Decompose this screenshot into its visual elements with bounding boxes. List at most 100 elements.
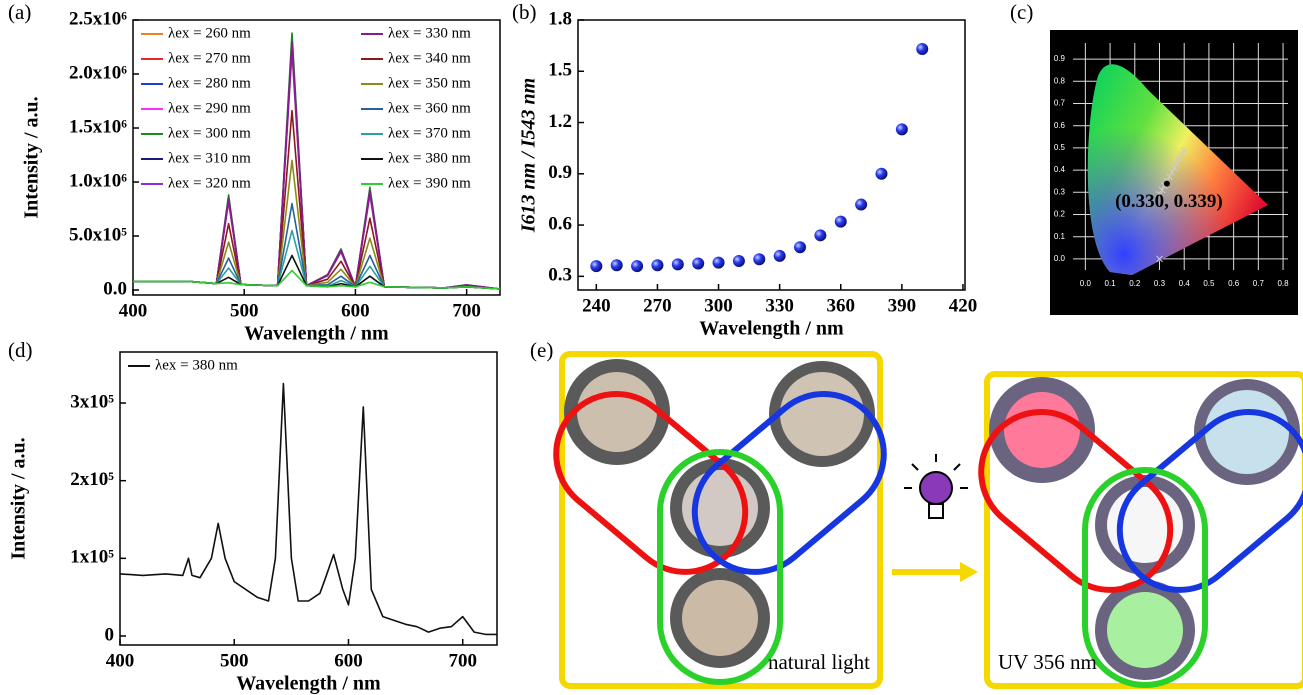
series-line: [133, 269, 501, 290]
x-tick-label: 0.8: [1277, 279, 1289, 288]
x-tick-label: 330: [765, 295, 794, 316]
cross: [1180, 146, 1188, 154]
y-tick-label: 2.0x10⁶: [69, 62, 127, 83]
group-red: [978, 409, 1174, 593]
point: [773, 249, 786, 262]
legend-label: λex = 290 nm: [168, 100, 251, 116]
point: [814, 229, 827, 242]
point: [753, 253, 766, 266]
cross: [1158, 186, 1166, 194]
powder: [1004, 392, 1080, 468]
lamp-base: [928, 503, 944, 519]
cross: [1173, 160, 1181, 167]
y-tick-label: 2.5x10⁶: [69, 8, 127, 29]
point: [590, 260, 603, 273]
x-tick-label: 360: [827, 295, 856, 316]
series-line: [133, 202, 501, 290]
y-axis-label: Intensity / a.u.: [21, 96, 43, 218]
point: [855, 198, 868, 211]
x-tick-label: 700: [452, 300, 481, 321]
y-tick-label: 0.4: [1054, 165, 1066, 174]
legend-label: λex = 330 nm: [388, 25, 471, 41]
x-tick-label: 0.6: [1228, 279, 1240, 288]
x-tick-label: 270: [643, 295, 672, 316]
y-tick-label: 0.1: [1054, 232, 1066, 241]
cross: [1156, 191, 1163, 198]
legend-label: λex = 310 nm: [168, 150, 251, 166]
cross: [1168, 168, 1176, 176]
y-tick-label: 0.0: [103, 278, 127, 299]
caption: UV 356 nm: [998, 650, 1097, 674]
y-tick-label: 0.7: [1054, 99, 1066, 108]
legend-label: λex = 370 nm: [388, 125, 471, 141]
point: [671, 258, 684, 271]
point: [875, 167, 888, 180]
y-tick-label: 0.9: [548, 162, 572, 183]
cross: [1156, 255, 1163, 263]
uv-lamp: [919, 471, 953, 505]
group-green: [657, 449, 783, 685]
panel-label: (b): [512, 0, 537, 24]
y-tick-label: 0.9: [1054, 54, 1066, 63]
cross: [1178, 151, 1186, 158]
point: [916, 43, 929, 56]
axes-frame: [119, 351, 498, 646]
group-blue: [1116, 409, 1303, 593]
legend-label: λex = 280 nm: [168, 75, 251, 91]
x-tick-label: 0.0: [1080, 279, 1092, 288]
y-tick-label: 5.0x10⁵: [69, 224, 127, 245]
point: [895, 123, 908, 136]
y-axis-label: I613 nm / I543 nm: [518, 78, 540, 233]
x-tick-label: 700: [448, 650, 477, 671]
legend-label: λex = 320 nm: [168, 175, 251, 191]
point: [712, 256, 725, 269]
point: [651, 259, 664, 272]
x-tick-label: 300: [704, 295, 733, 316]
legend-label: λex = 360 nm: [388, 100, 471, 116]
powder: [780, 372, 864, 456]
y-tick-label: 0.5: [1054, 143, 1066, 152]
y-tick-label: 3x10⁵: [70, 391, 114, 412]
axes-frame: [132, 19, 501, 296]
y-tick-label: 0.8: [1054, 76, 1066, 85]
legend-label: λex = 260 nm: [168, 25, 251, 41]
point: [732, 254, 745, 267]
x-tick-label: 0.1: [1105, 279, 1117, 288]
legend-label: λex = 390 nm: [388, 175, 471, 191]
legend-label: λex = 340 nm: [388, 50, 471, 66]
y-tick-label: 0.3: [548, 265, 572, 286]
point: [794, 241, 807, 254]
y-tick-label: 0: [105, 624, 115, 645]
x-axis-label: Wavelength / nm: [699, 318, 844, 340]
x-axis-label: Wavelength / nm: [236, 673, 381, 695]
point: [834, 215, 847, 228]
y-tick-label: 1.8: [548, 8, 572, 29]
y-tick-label: 1.5x10⁶: [69, 116, 127, 137]
cie-blue: [1087, 64, 1268, 276]
legend-label: λex = 380 nm: [388, 150, 471, 166]
highlight-point: [1163, 180, 1170, 187]
panel-label: (a): [8, 0, 31, 24]
powder: [577, 372, 657, 452]
powder: [682, 580, 758, 656]
x-tick-label: 400: [119, 300, 148, 321]
x-tick-label: 600: [334, 650, 363, 671]
y-tick-label: 2x10⁵: [70, 469, 114, 490]
legend-label: λex = 380 nm: [155, 357, 238, 373]
panel-label: (d): [8, 338, 33, 362]
powder: [1107, 592, 1183, 668]
y-tick-label: 1x10⁵: [70, 547, 114, 568]
caption: natural light: [768, 650, 870, 674]
x-tick-label: 400: [106, 650, 135, 671]
y-tick-label: 1.2: [548, 111, 572, 132]
panel-label: (e): [530, 338, 553, 362]
group-green: [1082, 467, 1208, 688]
panel-e: natural light UV 356 nm (e): [530, 338, 1303, 689]
y-tick-label: 0.3: [1054, 187, 1066, 196]
axes-frame: [577, 19, 966, 291]
x-tick-label: 0.7: [1253, 279, 1265, 288]
x-tick-label: 390: [888, 295, 917, 316]
x-tick-label: 500: [230, 300, 259, 321]
arrow-head: [960, 562, 978, 582]
y-tick-label: 1.5: [548, 60, 572, 81]
